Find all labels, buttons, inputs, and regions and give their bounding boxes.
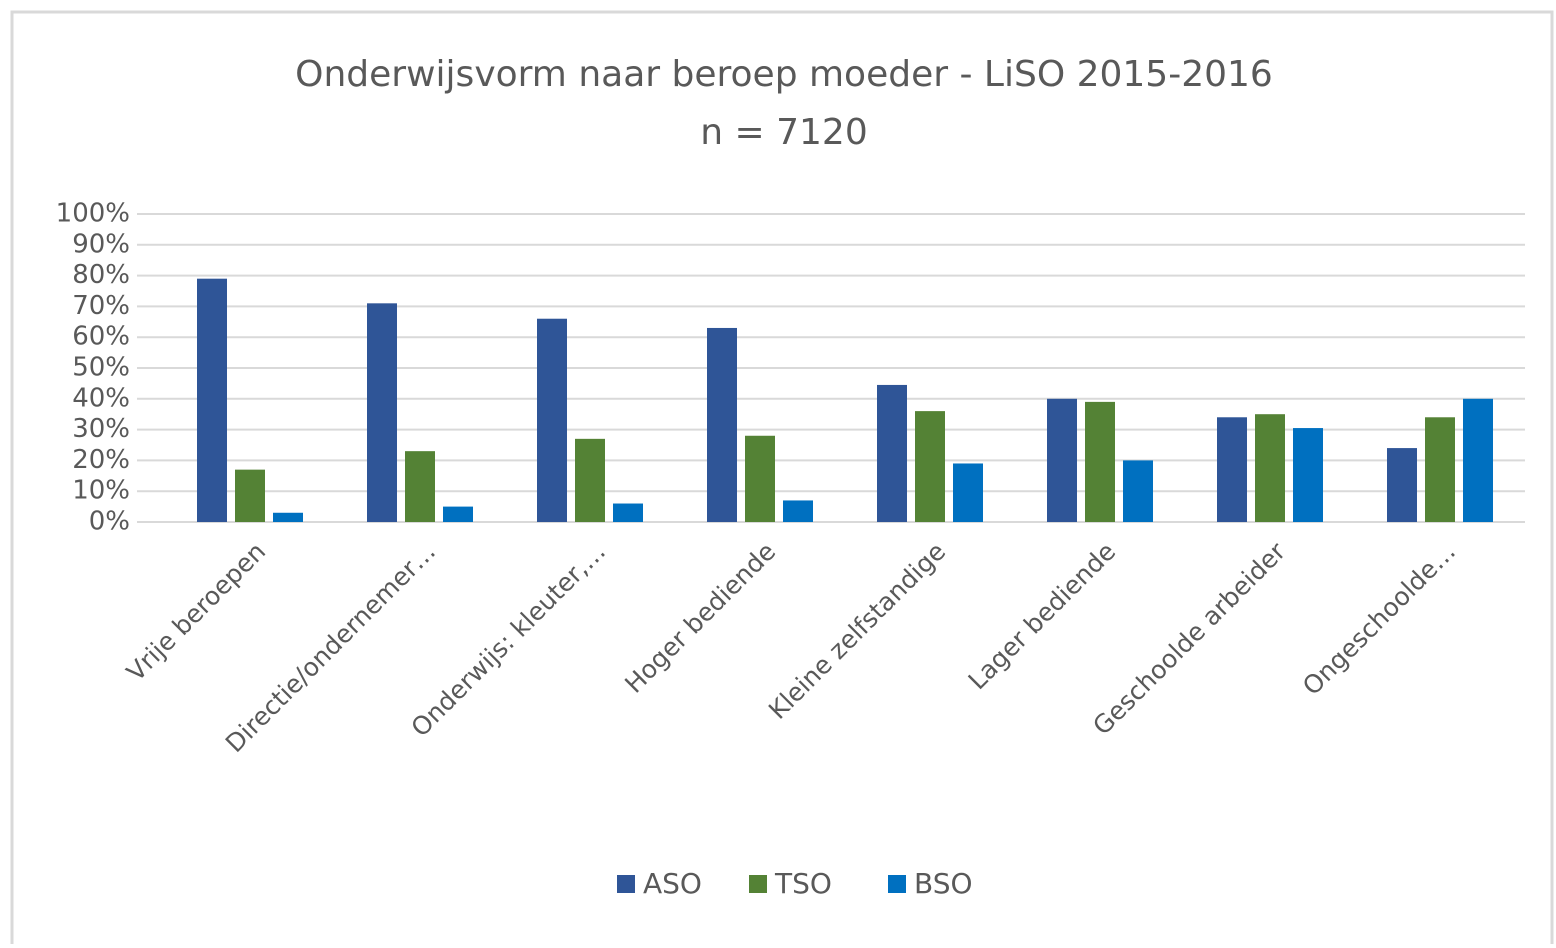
y-tick-label: 60% <box>72 322 130 352</box>
y-tick-label: 20% <box>72 445 130 475</box>
bar <box>235 469 265 522</box>
bar <box>1425 417 1455 522</box>
legend-label: ASO <box>643 867 702 900</box>
bar <box>915 411 945 522</box>
bar <box>575 438 605 522</box>
y-tick-label: 100% <box>56 199 130 229</box>
legend-swatch <box>749 875 767 893</box>
bar <box>707 327 737 522</box>
y-tick-label: 50% <box>72 353 130 383</box>
bar <box>273 512 303 522</box>
bar <box>405 451 435 522</box>
bar <box>1047 398 1077 522</box>
y-tick-label: 0% <box>89 507 130 537</box>
y-tick-label: 10% <box>72 476 130 506</box>
chart-subtitle: n = 7120 <box>700 112 867 153</box>
legend-label: BSO <box>914 867 973 900</box>
y-tick-label: 70% <box>72 291 130 321</box>
bar <box>745 435 775 522</box>
bar <box>1217 417 1247 522</box>
chart-title: Onderwijsvorm naar beroep moeder - LiSO … <box>295 54 1273 95</box>
bar <box>1123 460 1153 522</box>
bar <box>783 500 813 522</box>
bar <box>537 318 567 522</box>
bar <box>1293 428 1323 522</box>
y-tick-label: 40% <box>72 383 130 413</box>
bar <box>367 303 397 522</box>
legend-label: TSO <box>774 867 832 900</box>
y-tick-label: 90% <box>72 229 130 259</box>
bar <box>953 463 983 522</box>
bar <box>197 278 227 522</box>
y-tick-label: 80% <box>72 260 130 290</box>
bar <box>613 503 643 522</box>
bar <box>1463 398 1493 522</box>
bar <box>877 384 907 522</box>
bar <box>1085 401 1115 522</box>
bar <box>443 506 473 522</box>
bar <box>1387 448 1417 522</box>
legend-swatch <box>888 875 906 893</box>
bar <box>1255 414 1285 522</box>
y-tick-label: 30% <box>72 414 130 444</box>
legend-swatch <box>617 875 635 893</box>
